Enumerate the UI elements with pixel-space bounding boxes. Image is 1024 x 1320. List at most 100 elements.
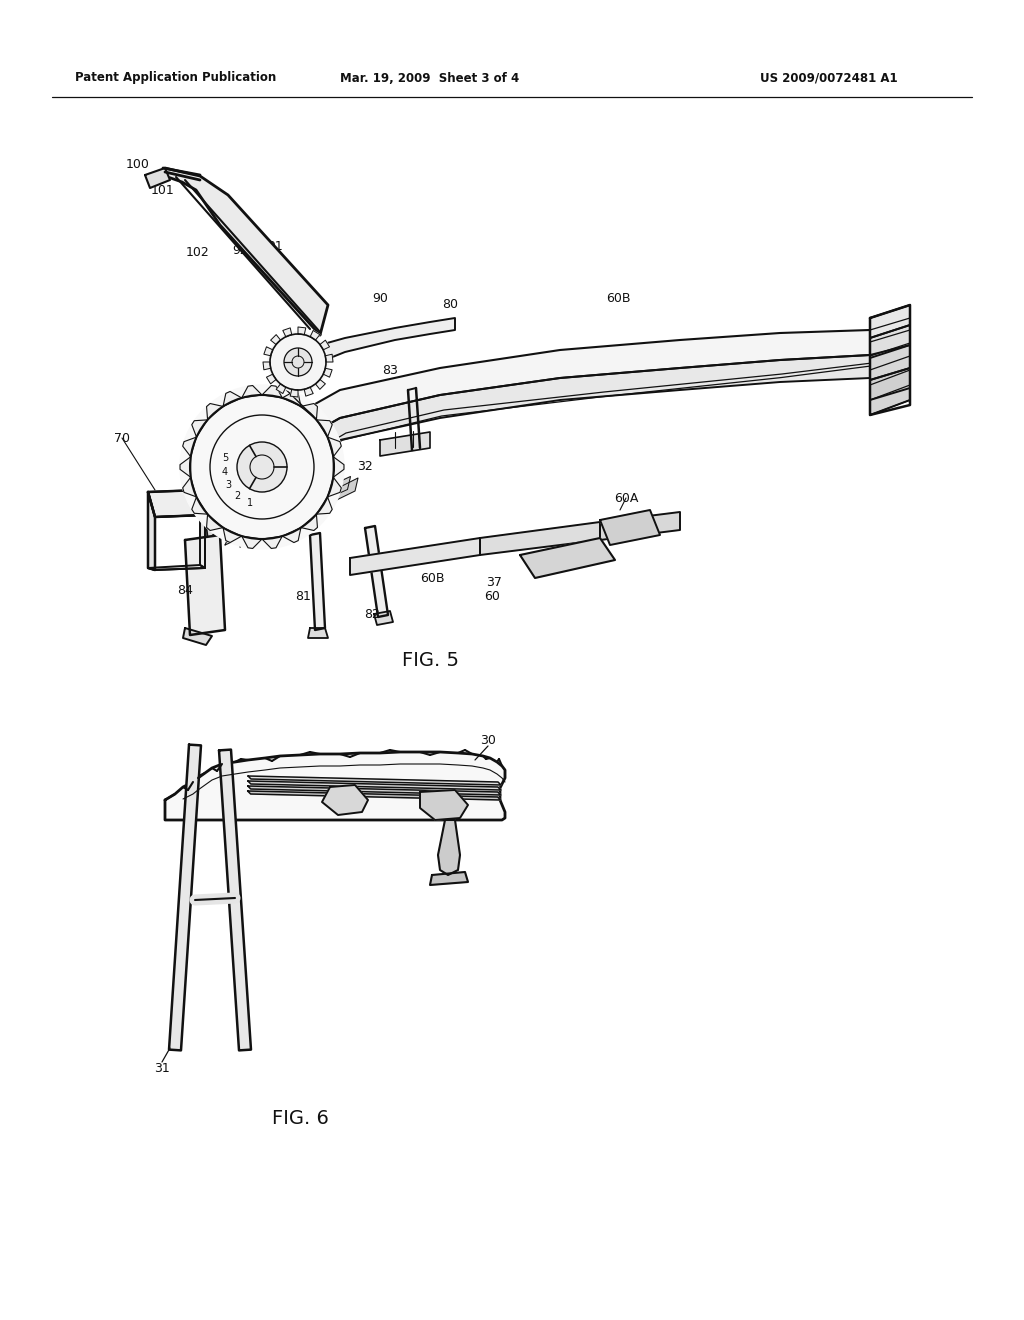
Polygon shape [870, 345, 910, 380]
Polygon shape [182, 437, 197, 457]
Text: 92: 92 [232, 243, 248, 256]
Polygon shape [430, 873, 468, 884]
Polygon shape [191, 496, 208, 515]
Text: 91: 91 [267, 240, 283, 253]
Text: 5: 5 [222, 453, 228, 462]
Polygon shape [240, 478, 358, 546]
Polygon shape [200, 490, 205, 568]
Polygon shape [223, 528, 242, 543]
Polygon shape [200, 330, 870, 515]
Text: 83: 83 [382, 363, 398, 376]
Polygon shape [148, 490, 205, 517]
Polygon shape [600, 512, 680, 540]
Polygon shape [262, 385, 283, 397]
Text: 84: 84 [177, 583, 193, 597]
Polygon shape [319, 341, 330, 350]
Polygon shape [600, 510, 660, 545]
Text: 30: 30 [480, 734, 496, 747]
Polygon shape [248, 781, 501, 789]
Polygon shape [219, 750, 251, 1051]
Text: 37: 37 [486, 576, 502, 589]
Polygon shape [223, 392, 242, 407]
Text: FIG. 6: FIG. 6 [271, 1109, 329, 1127]
Polygon shape [374, 611, 393, 624]
Polygon shape [870, 325, 910, 355]
Circle shape [237, 442, 287, 492]
Polygon shape [380, 432, 430, 455]
Polygon shape [169, 744, 201, 1051]
Text: 1: 1 [247, 498, 253, 508]
Text: 60B: 60B [606, 292, 630, 305]
Polygon shape [870, 305, 910, 338]
Polygon shape [242, 536, 262, 549]
Polygon shape [145, 168, 170, 187]
Polygon shape [205, 463, 262, 540]
Polygon shape [191, 420, 208, 437]
Polygon shape [480, 521, 600, 554]
Polygon shape [183, 628, 212, 645]
Polygon shape [870, 368, 910, 400]
Polygon shape [316, 420, 332, 437]
Polygon shape [248, 785, 501, 795]
Polygon shape [283, 327, 292, 337]
Polygon shape [207, 515, 223, 531]
Polygon shape [308, 628, 328, 638]
Polygon shape [324, 368, 332, 378]
Polygon shape [870, 318, 910, 414]
Text: 102: 102 [186, 246, 210, 259]
Text: 81: 81 [295, 590, 311, 603]
Polygon shape [266, 374, 276, 384]
Text: 82: 82 [365, 609, 380, 622]
Text: 80: 80 [442, 298, 458, 312]
Polygon shape [248, 776, 501, 785]
Text: 101: 101 [152, 183, 175, 197]
Polygon shape [270, 335, 281, 345]
Polygon shape [165, 752, 505, 820]
Circle shape [180, 385, 344, 549]
Polygon shape [301, 404, 317, 420]
Polygon shape [148, 565, 205, 570]
Text: US 2009/0072481 A1: US 2009/0072481 A1 [760, 71, 898, 84]
Polygon shape [365, 525, 388, 616]
Polygon shape [200, 355, 870, 540]
Polygon shape [248, 791, 501, 800]
Text: 60: 60 [484, 590, 500, 602]
Polygon shape [283, 392, 301, 407]
Polygon shape [328, 478, 341, 496]
Polygon shape [350, 539, 480, 576]
Text: 31: 31 [155, 1061, 170, 1074]
Polygon shape [242, 385, 262, 397]
Polygon shape [333, 457, 344, 478]
Text: 60A: 60A [613, 491, 638, 504]
Polygon shape [165, 168, 328, 335]
Polygon shape [276, 384, 286, 393]
Polygon shape [316, 496, 332, 515]
Polygon shape [182, 478, 197, 496]
Polygon shape [328, 437, 341, 457]
Polygon shape [210, 475, 343, 543]
Polygon shape [322, 785, 368, 814]
Polygon shape [262, 536, 283, 549]
Polygon shape [290, 389, 298, 397]
Text: Mar. 19, 2009  Sheet 3 of 4: Mar. 19, 2009 Sheet 3 of 4 [340, 71, 519, 84]
Circle shape [268, 333, 328, 392]
Polygon shape [298, 327, 306, 335]
Polygon shape [304, 387, 313, 396]
Polygon shape [326, 354, 333, 362]
Text: 90: 90 [372, 292, 388, 305]
Polygon shape [207, 404, 223, 420]
Text: 100: 100 [126, 158, 150, 172]
Polygon shape [180, 457, 190, 478]
Text: 32: 32 [357, 461, 373, 474]
Text: 70: 70 [114, 432, 130, 445]
Polygon shape [185, 535, 225, 635]
Polygon shape [263, 362, 270, 370]
Polygon shape [310, 533, 325, 630]
Polygon shape [520, 539, 615, 578]
Polygon shape [870, 343, 910, 381]
Text: 60B: 60B [420, 572, 444, 585]
Polygon shape [319, 318, 455, 360]
Polygon shape [420, 789, 468, 820]
Polygon shape [225, 477, 350, 545]
Text: FIG. 5: FIG. 5 [401, 651, 459, 669]
